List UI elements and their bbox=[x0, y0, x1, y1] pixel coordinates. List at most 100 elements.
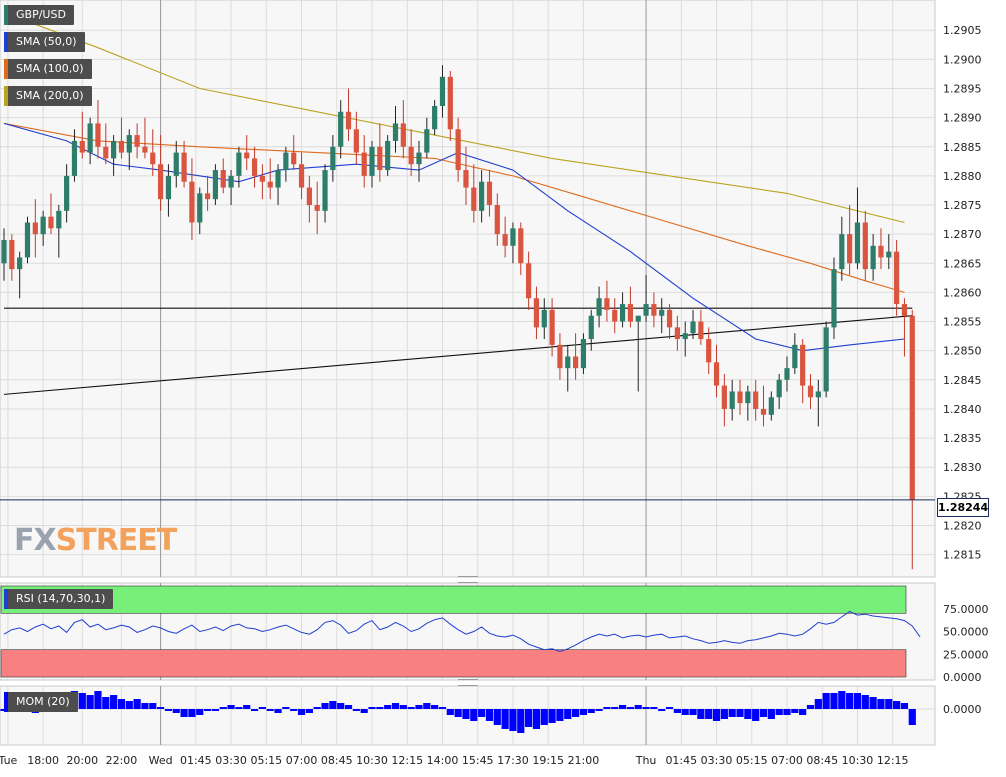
mom-bar bbox=[250, 709, 259, 711]
trendline-layer bbox=[3, 307, 913, 395]
candle-body bbox=[721, 385, 727, 409]
candle-body bbox=[377, 146, 383, 171]
price-tick-label: 1.2855 bbox=[943, 316, 982, 329]
time-tick-label: 10:30 bbox=[356, 754, 388, 767]
candle-body bbox=[831, 269, 837, 328]
mom-bar bbox=[454, 709, 462, 717]
price-tick-label: 1.2830 bbox=[943, 461, 982, 474]
time-tick-label: 14:00 bbox=[427, 754, 459, 767]
rsi-layer bbox=[3, 610, 921, 653]
mom-bar bbox=[501, 709, 509, 729]
time-tick-label: 08:45 bbox=[321, 754, 353, 767]
rsi-tick-label: 50.0000 bbox=[943, 626, 989, 639]
candle-body bbox=[471, 187, 477, 211]
mom-bar bbox=[415, 705, 423, 709]
candle-body bbox=[408, 146, 414, 165]
candle-body bbox=[64, 175, 70, 211]
time-tick-label: Thu bbox=[635, 754, 657, 767]
mom-bar bbox=[525, 709, 533, 727]
candle-body bbox=[494, 205, 500, 235]
mom-bar bbox=[337, 703, 345, 709]
mom-bar bbox=[446, 709, 454, 715]
mom-bar bbox=[830, 693, 838, 709]
mom-bar bbox=[626, 707, 634, 709]
mom-bar bbox=[391, 703, 400, 709]
candle-body bbox=[126, 135, 132, 153]
candle-body bbox=[823, 327, 829, 392]
legend-sma-100[interactable]: SMA (100,0) bbox=[4, 59, 92, 79]
mom-bar bbox=[814, 699, 822, 709]
mom-bar bbox=[344, 705, 353, 709]
axis-layer: 1.28151.28201.28251.28301.28351.28401.28… bbox=[0, 24, 989, 767]
candle-body bbox=[150, 152, 156, 165]
legend-mom[interactable]: MOM (20) bbox=[4, 692, 78, 712]
time-tick-label: 07:00 bbox=[286, 754, 318, 767]
mom-bar bbox=[485, 709, 494, 721]
mom-bar bbox=[603, 707, 611, 709]
price-tick-label: 1.2885 bbox=[943, 141, 982, 154]
candle-body bbox=[275, 170, 281, 188]
candle-body bbox=[400, 123, 406, 147]
candle-body bbox=[424, 129, 430, 153]
time-tick-label: 12:15 bbox=[877, 754, 909, 767]
pane-resize-handle-rsi[interactable] bbox=[458, 576, 478, 583]
pane-resize-handle-mom[interactable] bbox=[458, 679, 478, 686]
rsi-oversold-band bbox=[0, 649, 907, 678]
candle-body bbox=[502, 234, 508, 246]
candle-body bbox=[901, 304, 908, 316]
mom-bar bbox=[407, 707, 415, 709]
candle-body bbox=[870, 245, 876, 270]
mom-bar bbox=[540, 709, 548, 725]
legend-sma-200[interactable]: SMA (200,0) bbox=[4, 86, 92, 106]
candle-body bbox=[651, 304, 657, 316]
legend-swatch-sma-100 bbox=[4, 59, 8, 79]
mom-bar bbox=[838, 691, 846, 709]
mom-bar bbox=[0, 709, 8, 711]
candle-body bbox=[79, 140, 85, 153]
mom-bar bbox=[431, 705, 439, 709]
mom-bar bbox=[705, 709, 713, 719]
mom-bar bbox=[368, 707, 376, 709]
candle-body bbox=[760, 408, 767, 415]
candle-body bbox=[627, 304, 633, 322]
candle-body bbox=[619, 304, 626, 322]
candle-body bbox=[314, 205, 320, 211]
mom-bar bbox=[290, 709, 298, 711]
candle-body bbox=[894, 251, 900, 305]
candle-body bbox=[729, 391, 735, 409]
time-tick-label: 19:15 bbox=[532, 754, 564, 767]
candle-body bbox=[612, 309, 618, 322]
time-tick-label: 20:00 bbox=[66, 754, 98, 767]
candle-body bbox=[392, 123, 399, 141]
candle-body bbox=[267, 181, 273, 188]
time-tick-label: 17:30 bbox=[497, 754, 529, 767]
mom-bar bbox=[697, 709, 705, 719]
candle-body bbox=[24, 222, 31, 258]
mom-bar bbox=[227, 705, 235, 709]
candle-body bbox=[682, 333, 688, 340]
price-tick-label: 1.2895 bbox=[943, 82, 982, 95]
mom-bar bbox=[149, 703, 157, 709]
candle-body bbox=[322, 170, 328, 211]
mom-bar bbox=[759, 709, 768, 717]
mom-bar bbox=[117, 699, 126, 709]
mom-bar bbox=[650, 707, 658, 709]
time-tick-label: 21:00 bbox=[568, 754, 600, 767]
legend-gbpusd[interactable]: GBP/USD bbox=[4, 5, 74, 25]
mom-bar bbox=[258, 707, 266, 709]
legend-rsi[interactable]: RSI (14,70,30,1) bbox=[4, 589, 114, 609]
mom-bar bbox=[196, 709, 204, 715]
sma-line bbox=[3, 12, 905, 224]
rsi-line bbox=[3, 610, 921, 653]
mom-bar bbox=[822, 693, 830, 709]
candle-body bbox=[510, 228, 516, 246]
mom-bar bbox=[767, 709, 775, 719]
candle-body bbox=[212, 170, 219, 200]
candle-body bbox=[142, 146, 148, 153]
mom-bar bbox=[321, 703, 329, 709]
legend-sma-50[interactable]: SMA (50,0) bbox=[4, 32, 85, 52]
candle-body bbox=[784, 368, 790, 380]
mom-bar bbox=[125, 701, 133, 709]
